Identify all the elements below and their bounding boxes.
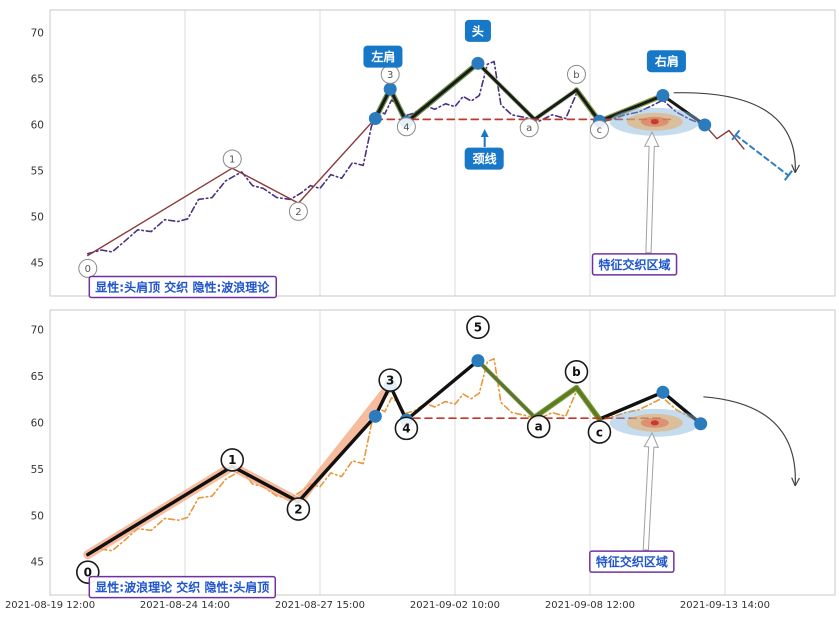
wave-label-1: 1 xyxy=(229,154,235,165)
series-forecast-dash xyxy=(734,134,790,177)
y-tick-label: 55 xyxy=(31,166,44,178)
region-label-0-text: 特征交织区域 xyxy=(599,257,671,272)
wave-label-5: 5 xyxy=(474,320,482,334)
pivot-point xyxy=(471,354,485,368)
wave-label-4: 4 xyxy=(403,122,409,133)
wave-circle-2 xyxy=(288,201,308,221)
pattern-badge-0-1-text: 头 xyxy=(472,23,484,38)
pattern-badge-0-0-text: 左肩 xyxy=(370,49,395,64)
wave-circle-5 xyxy=(466,315,490,340)
chart-caption-0-text: 显性:头肩顶 交织 隐性:波浪理论 xyxy=(95,279,270,294)
wave-circle-0 xyxy=(78,258,98,278)
y-tick-label: 45 xyxy=(31,258,44,270)
wave-circle-4 xyxy=(394,416,419,441)
series-zigzag-trend xyxy=(87,62,745,257)
wave-circle-b xyxy=(566,64,586,84)
wave-circle-c xyxy=(589,120,609,140)
y-tick-label: 65 xyxy=(31,371,44,383)
projection-arc-arrowhead xyxy=(794,477,801,487)
y-tick-label: 45 xyxy=(31,557,44,569)
y-tick-label: 60 xyxy=(31,417,44,429)
feature-target-ring-3 xyxy=(650,420,659,426)
wave-circle-a xyxy=(519,118,539,138)
x-tick-label: 2021-09-02 10:00 xyxy=(410,600,500,611)
wave-label-0: 0 xyxy=(84,565,92,579)
feature-target-ring-3 xyxy=(650,119,659,125)
projection-arc-arrowhead xyxy=(791,164,796,174)
y-tick-label: 50 xyxy=(31,510,44,522)
projection-arc-arrowhead xyxy=(791,477,796,487)
chart-caption-1-box xyxy=(88,575,277,599)
wave-label-a: a xyxy=(526,123,532,134)
pivot-point xyxy=(368,409,382,423)
pivot-point xyxy=(698,118,712,132)
neckline-badge-box xyxy=(464,147,504,170)
wave-label-b: b xyxy=(573,70,579,81)
pivot-point xyxy=(694,417,708,431)
wave-circle-2 xyxy=(286,497,311,521)
wave-circle-1 xyxy=(222,149,242,169)
y-tick-label: 70 xyxy=(31,325,44,337)
x-tick-label: 2021-08-27 15:00 xyxy=(275,600,365,611)
region-label-1-text: 特征交织区域 xyxy=(596,554,668,569)
chart-caption-0-box xyxy=(88,275,278,299)
series-abc-olive xyxy=(531,384,603,422)
chart-caption-1-text: 显性:波浪理论 交织 隐性:头肩顶 xyxy=(95,580,269,595)
pattern-badge-0-2-box xyxy=(646,50,686,73)
pattern-badge-0-2-text: 右肩 xyxy=(654,54,679,69)
pivot-point xyxy=(656,385,670,399)
wave-label-3: 3 xyxy=(386,373,394,387)
wave-circle-b xyxy=(564,359,589,384)
wave-label-0: 0 xyxy=(85,264,91,275)
dash-end-cap xyxy=(783,170,793,181)
pivot-point xyxy=(656,89,670,103)
y-tick-label: 60 xyxy=(31,120,44,132)
x-tick-label: 2021-09-13 14:00 xyxy=(680,600,770,611)
neckline-arrow-head xyxy=(480,128,489,137)
projection-arc xyxy=(673,92,796,173)
series-five-to-a-green xyxy=(475,358,537,420)
wave-label-2: 2 xyxy=(294,502,302,516)
pivot-point xyxy=(471,56,485,70)
wave-circle-4 xyxy=(396,117,416,137)
region-label-0-box xyxy=(591,253,678,276)
y-tick-label: 65 xyxy=(31,74,44,86)
wave-circle-c xyxy=(587,420,612,444)
x-tick-label: 2021-08-19 12:00 xyxy=(5,600,95,611)
projection-arc xyxy=(703,396,796,486)
wave-label-1: 1 xyxy=(228,453,236,467)
wave-label-3: 3 xyxy=(387,70,393,81)
wave-label-b: b xyxy=(572,365,581,379)
plot-border xyxy=(49,9,836,297)
wave-label-a: a xyxy=(535,420,543,434)
pivot-point xyxy=(383,82,397,96)
y-tick-label: 55 xyxy=(31,464,44,476)
pattern-badge-0-1-box xyxy=(464,19,491,42)
y-tick-label: 70 xyxy=(31,28,44,40)
projection-arc-arrowhead xyxy=(794,164,801,174)
region-label-1-box xyxy=(589,550,675,573)
wave-label-4: 4 xyxy=(402,422,410,436)
wave-circle-3 xyxy=(378,368,402,392)
region-pointer-arrow xyxy=(643,131,660,254)
dash-end-cap xyxy=(731,129,741,141)
wave-label-c: c xyxy=(597,125,603,136)
wave-circle-a xyxy=(526,414,551,439)
pivot-point xyxy=(368,112,382,126)
series-pattern-line xyxy=(86,359,703,557)
pattern-badge-0-0-box xyxy=(363,45,403,68)
wave-label-2: 2 xyxy=(295,207,301,218)
wave-circle-1 xyxy=(220,448,245,472)
x-tick-label: 2021-09-08 12:00 xyxy=(545,600,635,611)
y-tick-label: 50 xyxy=(31,212,44,224)
neckline-badge-text: 颈线 xyxy=(472,151,497,166)
plot-border xyxy=(49,309,836,596)
region-pointer-arrow xyxy=(642,431,660,551)
x-tick-label: 2021-08-24 14:00 xyxy=(140,600,230,611)
wave-label-c: c xyxy=(596,425,603,439)
